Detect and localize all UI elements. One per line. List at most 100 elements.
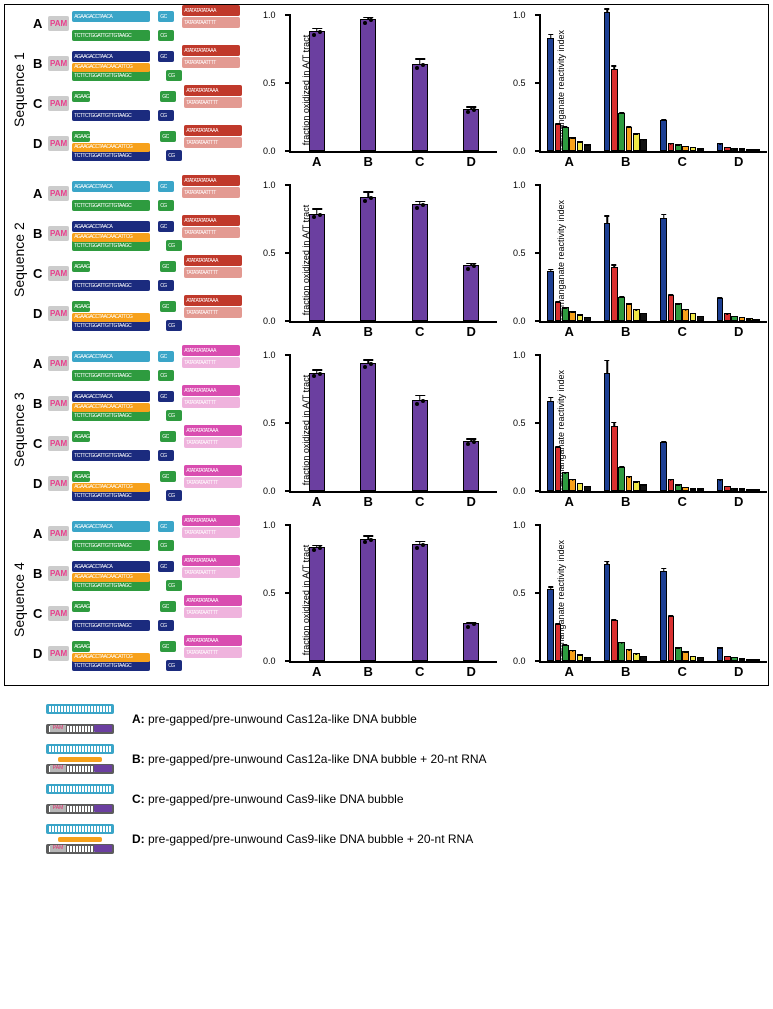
group-label: C	[678, 324, 687, 339]
minibar	[668, 295, 675, 321]
minibar	[547, 589, 554, 661]
legend: PAM A: pre-gapped/pre-unwound Cas12a-lik…	[0, 690, 773, 868]
minibar	[604, 12, 611, 151]
pam-badge: PAM	[48, 526, 69, 541]
diagram-A: A PAM AGAAGACCTAACA GC ATATATATATAAA TAT…	[33, 175, 253, 211]
minibar	[753, 149, 760, 151]
minichart-cell: permanganate reactivity index 0.0 0.5 1.…	[503, 175, 773, 345]
minibar	[697, 488, 704, 491]
bar-D	[463, 623, 479, 661]
pam-label: PAM	[50, 725, 66, 732]
pam-badge: PAM	[48, 356, 69, 371]
diagram-C: C PAM AGAAGACCTAACA GC ATATATATATAAA TAT…	[33, 85, 253, 121]
pam-label: PAM	[50, 805, 66, 812]
minibar	[690, 313, 697, 321]
diagram-letter: A	[33, 526, 45, 541]
minibar	[604, 223, 611, 321]
minibar	[731, 488, 738, 491]
diagram-letter: D	[33, 306, 45, 321]
minibar	[555, 124, 562, 151]
minibar	[555, 302, 562, 321]
pam-badge: PAM	[48, 646, 69, 661]
minichart-cell: permanganate reactivity index 0.0 0.5 1.…	[503, 515, 773, 685]
pam-badge: PAM	[48, 96, 69, 111]
diagram-letter: A	[33, 16, 45, 31]
barchart-cell: fraction oxidized in A/T tract 0.0 0.5 1…	[253, 345, 503, 515]
diagram-D: D PAM AGAAGACCTAACA GC ATATATATATAAA TAT…	[33, 125, 253, 161]
diagram-A: A PAM AGAAGACCTAACA GC ATATATATATAAA TAT…	[33, 345, 253, 381]
minibar	[731, 316, 738, 321]
legend-text: B: pre-gapped/pre-unwound Cas12a-like DN…	[132, 752, 487, 766]
diagram-cell: A PAM AGAAGACCTAACA GC ATATATATATAAA TAT…	[33, 5, 253, 175]
minibar	[640, 656, 647, 661]
minibar	[717, 298, 724, 321]
diagram-C: C PAM AGAAGACCTAACA GC ATATATATATAAA TAT…	[33, 595, 253, 631]
group-label: B	[621, 664, 630, 679]
bar-A	[309, 373, 325, 491]
minibar	[604, 373, 611, 491]
minibar	[731, 657, 738, 661]
minibar	[660, 120, 667, 151]
minibar	[584, 486, 591, 491]
group-label: D	[734, 664, 743, 679]
minibar	[731, 148, 738, 151]
minibar	[746, 489, 753, 491]
fraction-oxidized-chart: fraction oxidized in A/T tract 0.0 0.5 1…	[253, 515, 503, 685]
minibar	[753, 659, 760, 661]
minibar	[577, 141, 584, 151]
bar-D	[463, 265, 479, 321]
minibar	[562, 645, 569, 661]
category-label: B	[364, 324, 373, 339]
minibar	[682, 146, 689, 151]
minibar	[611, 267, 618, 321]
diagram-letter: C	[33, 436, 45, 451]
diagram-letter: B	[33, 56, 45, 71]
category-label: D	[467, 154, 476, 169]
group-label: C	[678, 494, 687, 509]
diagram-letter: B	[33, 566, 45, 581]
minibar	[555, 624, 562, 661]
minibar	[690, 656, 697, 661]
pam-badge: PAM	[48, 306, 69, 321]
row-label: Sequence 2	[5, 175, 33, 345]
fraction-oxidized-chart: fraction oxidized in A/T tract 0.0 0.5 1…	[253, 175, 503, 345]
minibar	[569, 650, 576, 661]
minibar	[724, 486, 731, 491]
group-label: B	[621, 154, 630, 169]
category-label: B	[364, 664, 373, 679]
minichart-cell: permanganate reactivity index 0.0 0.5 1.…	[503, 5, 773, 175]
minibar	[626, 303, 633, 321]
minibar	[611, 620, 618, 661]
barchart-cell: fraction oxidized in A/T tract 0.0 0.5 1…	[253, 515, 503, 685]
minibar	[746, 149, 753, 151]
diagram-panel: A PAM AGAAGACCTAACA GC ATATATATATAAA TAT…	[33, 345, 253, 501]
category-label: C	[415, 664, 424, 679]
minibar	[660, 571, 667, 661]
minibar	[626, 127, 633, 151]
diagram-cell: A PAM AGAAGACCTAACA GC ATATATATATAAA TAT…	[33, 345, 253, 515]
pam-badge: PAM	[48, 266, 69, 281]
legend-text: D: pre-gapped/pre-unwound Cas9-like DNA …	[132, 832, 473, 846]
group-label: D	[734, 324, 743, 339]
minibar	[618, 297, 625, 321]
minibar	[562, 472, 569, 491]
minibar	[584, 657, 591, 661]
figure-grid: Sequence 1 A PAM AGAAGACCTAACA GC ATATAT…	[4, 4, 769, 686]
bar-A	[309, 214, 325, 321]
minibar	[626, 476, 633, 491]
row-label: Sequence 1	[5, 5, 33, 175]
group-label: C	[678, 664, 687, 679]
minibar	[626, 649, 633, 661]
minibar	[633, 653, 640, 661]
bar-B	[360, 539, 376, 661]
diagram-B: B PAM AGAAGACCTAACA GC ATATATATATAAA TAT…	[33, 385, 253, 421]
minibar	[584, 144, 591, 151]
diagram-cell: A PAM AGAAGACCTAACA GC ATATATATATAAA TAT…	[33, 175, 253, 345]
minibar	[717, 647, 724, 661]
minibar	[675, 484, 682, 491]
pam-badge: PAM	[48, 186, 69, 201]
minibar	[697, 148, 704, 151]
diagram-letter: B	[33, 226, 45, 241]
group-label: D	[734, 494, 743, 509]
minibar	[753, 489, 760, 491]
